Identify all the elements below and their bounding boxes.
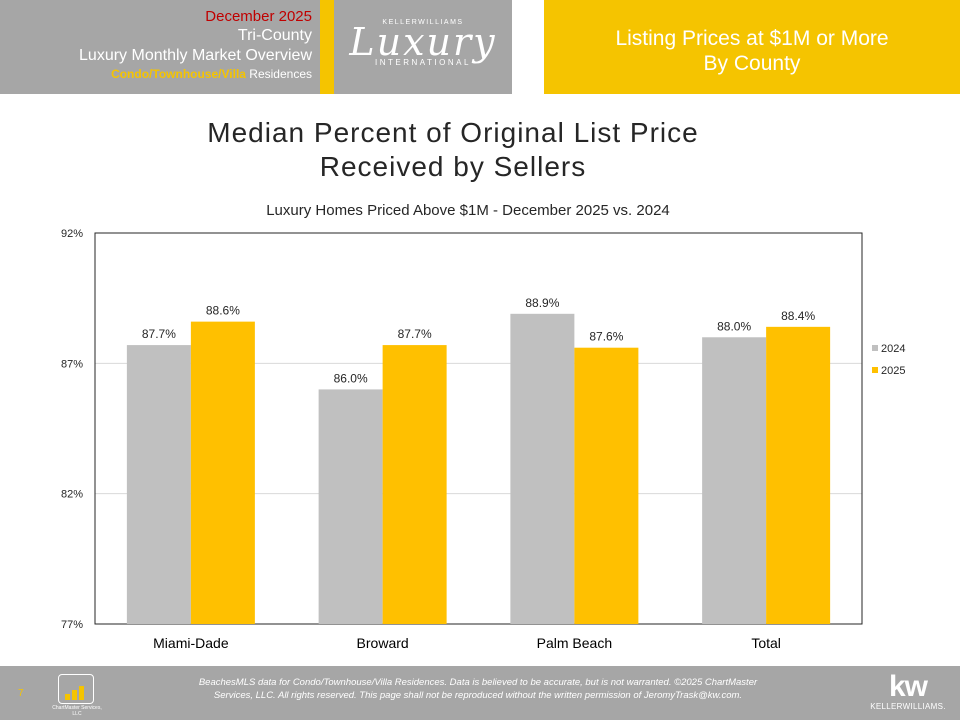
y-tick-label: 87%	[61, 358, 83, 370]
x-tick-label: Palm Beach	[537, 635, 612, 651]
y-tick-label: 82%	[61, 489, 83, 501]
data-label: 86.0%	[334, 371, 368, 385]
footer: 7 ChartMaster Services, LLC BeachesMLS d…	[0, 666, 960, 720]
bar-2024	[510, 313, 575, 624]
x-tick-label: Miami-Dade	[153, 635, 229, 651]
legend-swatch-2025	[872, 367, 878, 373]
logo-bar	[65, 694, 70, 700]
legend-swatch-2024	[872, 345, 878, 351]
page-number: 7	[18, 688, 24, 699]
chart-subtitle: Luxury Homes Priced Above $1M - December…	[266, 202, 670, 219]
bar-chart: 92% 87% 82% 77% 87.7% 88.6% Miami-Dade 86.0% 87.…	[61, 228, 906, 651]
disclaimer-line2: Services, LLC. All rights reserved. This…	[213, 690, 743, 701]
plot-area-border	[94, 232, 863, 625]
report-date: December 2025	[205, 8, 312, 25]
kw-mark: kw	[888, 670, 928, 703]
section-title: Listing Prices at $1M or More By County	[544, 0, 960, 94]
chart-title-line1: Median Percent of Original List Price	[207, 117, 699, 148]
x-tick-label: Total	[751, 635, 781, 651]
section-title-line1: Listing Prices at $1M or More	[615, 27, 889, 50]
x-tick-label: Broward	[357, 635, 409, 651]
kw-name: KELLERWILLIAMS.	[870, 702, 946, 711]
legend-label: 2025	[881, 365, 905, 377]
data-label: 88.4%	[781, 309, 815, 323]
property-type-line: Condo/Townhouse/Villa Residences	[0, 66, 312, 82]
bar-2024	[318, 389, 383, 624]
luxury-international-logo: KELLERWILLIAMS Luxury INTERNATIONAL	[334, 0, 512, 94]
data-label: 87.7%	[142, 327, 176, 341]
y-tick-label: 92%	[61, 228, 83, 240]
section-title-line2: By County	[703, 52, 801, 75]
chartmaster-logo-text: ChartMaster Services, LLC	[52, 705, 102, 717]
legend-label: 2024	[881, 343, 905, 355]
property-type: Condo/Townhouse/Villa	[111, 67, 246, 81]
chartmaster-logo	[58, 674, 94, 704]
bar-2024	[126, 345, 191, 624]
chart-title: Median Percent of Original List Price Re…	[0, 116, 906, 184]
bar-2025	[574, 347, 639, 624]
disclaimer-line1: BeachesMLS data for Condo/Townhouse/Vill…	[198, 677, 758, 688]
bar-2024	[702, 337, 767, 624]
bar-2025	[190, 321, 255, 624]
report-header: December 2025 Tri-County Luxury Monthly …	[0, 0, 320, 94]
data-label: 87.6%	[589, 330, 623, 344]
report-region: Tri-County	[237, 27, 312, 44]
data-label: 88.9%	[525, 296, 559, 310]
bar-2025	[382, 345, 447, 624]
logo-top-text: KELLERWILLIAMS	[382, 19, 464, 26]
data-label: 88.6%	[206, 304, 240, 318]
logo-sub-text: INTERNATIONAL	[375, 58, 471, 67]
report-title: Luxury Monthly Market Overview	[79, 47, 312, 64]
disclaimer: BeachesMLS data for Condo/Townhouse/Vill…	[118, 676, 838, 702]
chart-title-line2: Received by Sellers	[319, 151, 587, 182]
logo-bar	[72, 690, 77, 700]
logo-bar	[79, 686, 84, 700]
y-tick-label: 77%	[61, 619, 83, 631]
keller-williams-logo: kw KELLERWILLIAMS.	[866, 670, 950, 712]
data-label: 88.0%	[717, 319, 751, 333]
data-label: 87.7%	[398, 327, 432, 341]
header-divider	[320, 0, 334, 94]
logo-main-text: Luxury	[349, 20, 497, 64]
bar-2025	[766, 326, 831, 624]
property-suffix: Residences	[249, 67, 312, 81]
